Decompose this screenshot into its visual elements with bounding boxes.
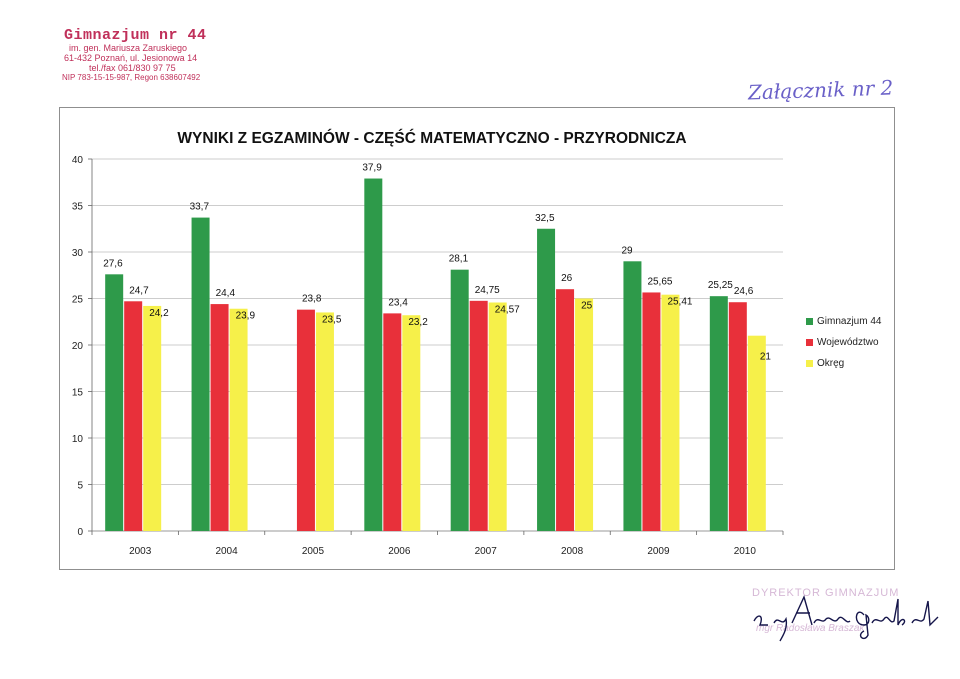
y-tick-label: 35 [72, 202, 84, 213]
legend-item-gimnazjum: Gimnazjum 44 [806, 311, 881, 332]
legend-item-okreg: Okręg [806, 353, 881, 374]
data-label: 33,7 [190, 202, 210, 213]
bar-Okręg-2004 [229, 308, 248, 531]
data-label: 24,6 [734, 286, 754, 297]
data-label: 23,4 [388, 297, 408, 308]
legend-swatch-gimnazjum [806, 318, 813, 325]
x-tick-label: 2003 [129, 546, 152, 557]
bar-Gimnazjum 44-2007 [450, 269, 469, 531]
data-label: 23,2 [408, 317, 428, 328]
bar-Gimnazjum 44-2003 [105, 274, 124, 531]
x-tick-label: 2004 [215, 546, 238, 557]
data-label: 29 [621, 245, 633, 256]
bar-Gimnazjum 44-2010 [709, 296, 728, 531]
x-tick-label: 2005 [302, 546, 325, 557]
bar-Gimnazjum 44-2006 [364, 178, 383, 531]
bar-Województwo-2009 [642, 292, 661, 531]
data-label: 24,2 [149, 308, 169, 319]
y-axis-ticks: 0 5 10 15 20 25 30 35 40 [72, 155, 84, 538]
data-label: 37,9 [362, 163, 382, 174]
bar-Okręg-2003 [143, 305, 162, 531]
y-tick-label: 30 [72, 248, 84, 259]
bar-Województwo-2005 [296, 309, 315, 531]
y-tick-label: 0 [77, 527, 83, 538]
chart-frame [59, 107, 895, 570]
y-tick-label: 20 [72, 341, 84, 352]
y-tick-label: 15 [72, 388, 84, 399]
data-label: 25,41 [667, 297, 692, 308]
legend-item-wojewodztwo: Województwo [806, 332, 881, 353]
x-axis-ticks: 2003 2004 2005 2006 2007 2008 2009 2010 [91, 531, 784, 557]
x-tick-label: 2006 [388, 546, 411, 557]
data-label: 25 [581, 301, 593, 312]
bar-Województwo-2010 [728, 302, 747, 531]
data-label: 25,65 [647, 276, 672, 287]
data-label: 24,75 [475, 285, 500, 296]
bar-Okręg-2007 [488, 302, 507, 531]
signature-block: DYREKTOR GIMNAZJUM mgr Radosława Braszak [752, 585, 952, 645]
y-tick-label: 40 [72, 155, 84, 166]
x-tick-label: 2008 [561, 546, 584, 557]
data-label: 25,25 [708, 280, 733, 291]
stamp-patron: im. gen. Mariusza Zaruskiego [69, 43, 188, 53]
data-label: 23,5 [322, 314, 342, 325]
stamp-address: 61-432 Poznań, ul. Jesionowa 14 [64, 53, 198, 63]
legend: Gimnazjum 44 Województwo Okręg [806, 311, 881, 374]
data-label: 24,57 [495, 304, 520, 315]
legend-label-okreg: Okręg [817, 358, 845, 369]
bar-Okręg-2008 [575, 298, 594, 531]
bar-Województwo-2003 [124, 301, 143, 531]
bar-Gimnazjum 44-2004 [191, 217, 210, 531]
data-label: 23,8 [302, 294, 322, 305]
y-tick-label: 10 [72, 434, 84, 445]
bar-Okręg-2006 [402, 315, 421, 531]
legend-label-wojewodztwo: Województwo [817, 337, 879, 348]
bar-Województwo-2006 [383, 313, 402, 531]
legend-label-gimnazjum: Gimnazjum 44 [817, 316, 882, 327]
bar-Województwo-2007 [469, 300, 488, 531]
bar-Okręg-2010 [747, 335, 766, 531]
y-tick-label: 25 [72, 295, 84, 306]
stamp-school-name: Gimnazjum nr 44 [64, 27, 207, 44]
data-label: 28,1 [449, 254, 469, 265]
stamp-tax-ids: NIP 783-15-15-987, Regon 638607492 [62, 73, 201, 82]
bar-Gimnazjum 44-2008 [537, 228, 556, 531]
data-label: 26 [561, 273, 573, 284]
data-label: 21 [760, 352, 772, 363]
legend-swatch-wojewodztwo [806, 339, 813, 346]
director-stamp-name: mgr Radosława Braszak [756, 623, 865, 634]
x-tick-label: 2009 [647, 546, 670, 557]
bar-Okręg-2009 [661, 294, 680, 531]
bar-Okręg-2005 [315, 312, 334, 531]
x-tick-label: 2007 [475, 546, 498, 557]
bar-Województwo-2004 [210, 304, 229, 531]
data-label: 24,7 [129, 285, 149, 296]
y-tick-label: 5 [77, 481, 83, 492]
bar-Województwo-2008 [556, 289, 575, 531]
stamp-phone: tel./fax 061/830 97 75 [89, 63, 176, 73]
data-label: 27,6 [103, 258, 123, 269]
data-label: 32,5 [535, 213, 555, 224]
data-label: 23,9 [236, 311, 256, 322]
data-labels: 27,6 24,7 24,2 33,7 24,4 23,9 23,823,5 37,9 23,4… [103, 163, 771, 363]
legend-swatch-okreg [806, 360, 813, 367]
x-tick-label: 2010 [734, 546, 757, 557]
chart-title: WYNIKI Z EGZAMINÓW - CZĘŚĆ MATEMATYCZNO … [177, 129, 686, 147]
handwritten-signature [753, 594, 939, 642]
data-label: 24,4 [216, 288, 236, 299]
bar-Gimnazjum 44-2009 [623, 261, 642, 531]
school-stamp: Gimnazjum nr 44 im. gen. Mariusza Zarusk… [62, 28, 207, 82]
director-stamp-title: DYREKTOR GIMNAZJUM [752, 587, 900, 599]
bars [105, 178, 766, 531]
